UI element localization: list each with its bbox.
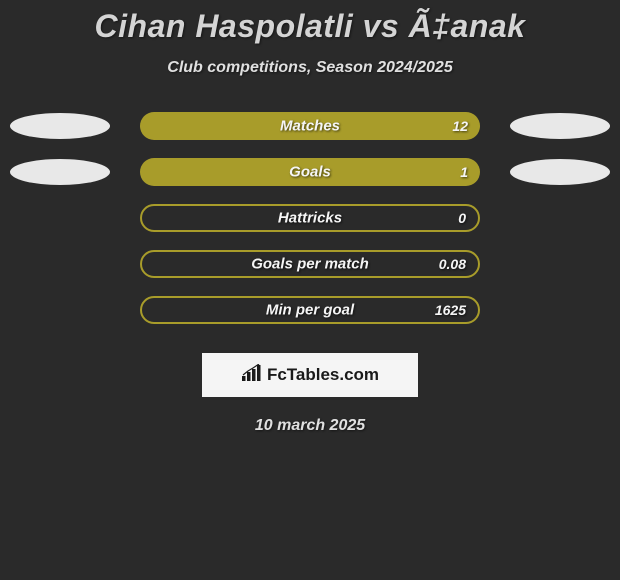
stat-value: 12 [452, 118, 468, 134]
stat-bar: Goals per match 0.08 [140, 250, 480, 278]
logo-box: FcTables.com [202, 353, 418, 397]
stat-label: Matches [280, 118, 340, 135]
left-ellipse [10, 159, 110, 185]
stat-value: 1625 [435, 302, 466, 318]
stat-row: Min per goal 1625 [0, 297, 620, 329]
logo-label: FcTables.com [267, 365, 379, 385]
stat-label: Hattricks [278, 210, 342, 227]
stat-bar: Goals 1 [140, 158, 480, 186]
subtitle: Club competitions, Season 2024/2025 [0, 59, 620, 77]
stat-row: Goals 1 [0, 159, 620, 191]
stat-label: Goals [289, 164, 331, 181]
stat-value: 0.08 [439, 256, 466, 272]
bar-chart-icon [241, 364, 263, 387]
logo-text: FcTables.com [241, 364, 379, 387]
stat-value: 0 [458, 210, 466, 226]
stat-row: Matches 12 [0, 113, 620, 145]
stat-row: Hattricks 0 [0, 205, 620, 237]
stat-label: Goals per match [251, 256, 369, 273]
right-ellipse [510, 159, 610, 185]
date-text: 10 march 2025 [0, 417, 620, 435]
stat-value: 1 [460, 164, 468, 180]
page-title: Cihan Haspolatli vs Ã‡anak [0, 0, 620, 45]
stat-bar: Min per goal 1625 [140, 296, 480, 324]
stat-label: Min per goal [266, 302, 354, 319]
stat-bar: Hattricks 0 [140, 204, 480, 232]
left-ellipse [10, 113, 110, 139]
infographic-container: Cihan Haspolatli vs Ã‡anak Club competit… [0, 0, 620, 580]
right-ellipse [510, 113, 610, 139]
stat-row: Goals per match 0.08 [0, 251, 620, 283]
stat-bar: Matches 12 [140, 112, 480, 140]
stats-area: Matches 12 Goals 1 Hattricks 0 Goals per match… [0, 113, 620, 329]
